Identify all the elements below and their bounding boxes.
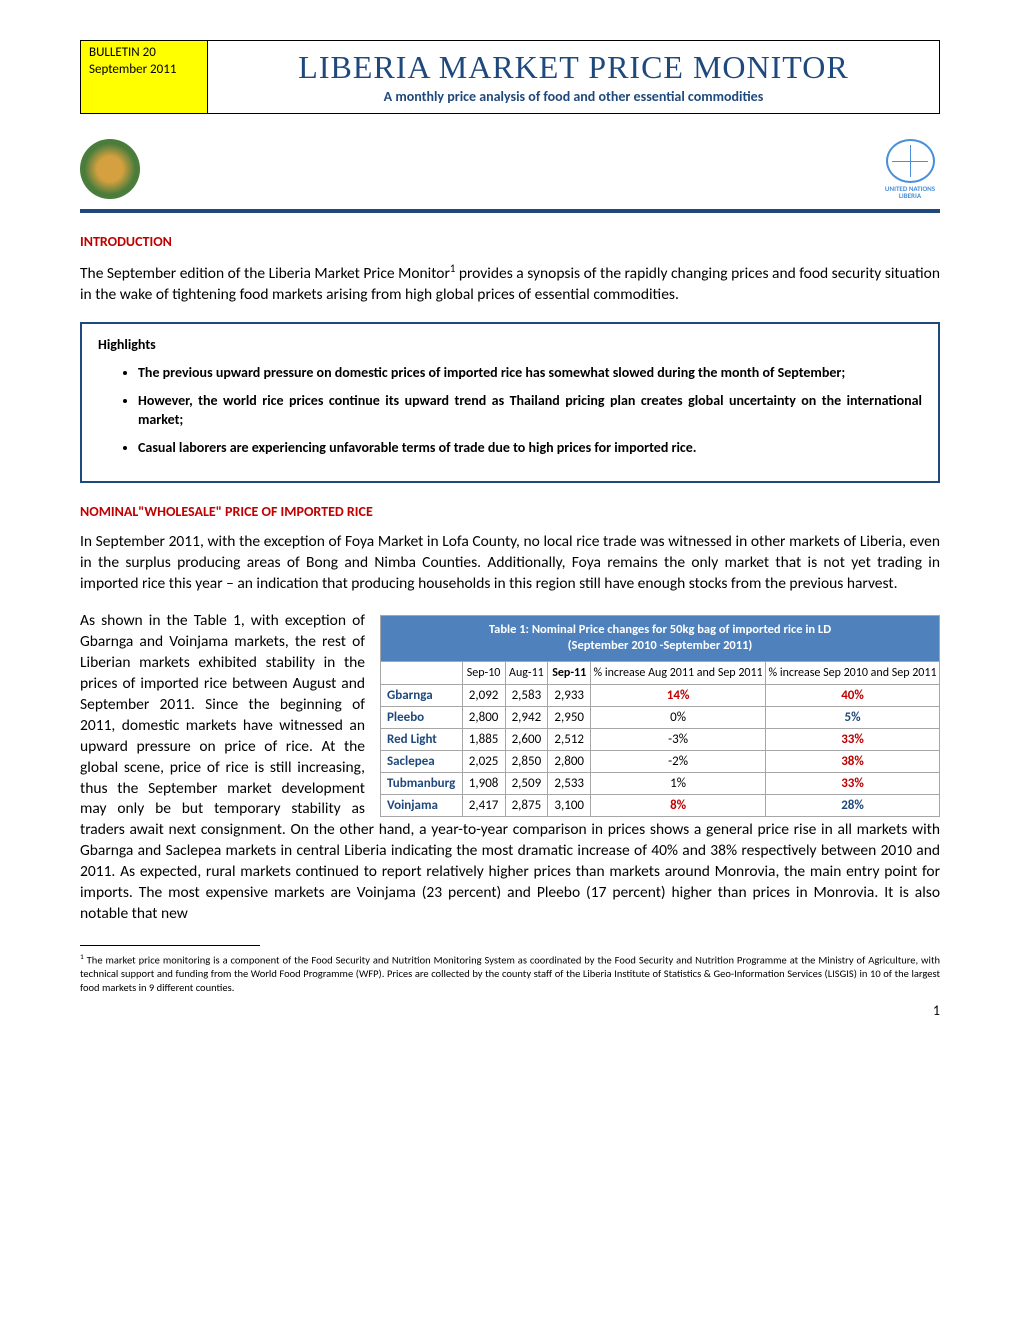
page-number: 1 bbox=[80, 1002, 940, 1019]
intro-paragraph: The September edition of the Liberia Mar… bbox=[80, 262, 940, 306]
cell-sep11: 3,100 bbox=[548, 795, 591, 817]
section2-heading: NOMINAL"WHOLESALE" PRICE OF IMPORTED RIC… bbox=[80, 503, 940, 520]
footnote-separator bbox=[80, 945, 260, 946]
price-table: Table 1: Nominal Price changes for 50kg … bbox=[380, 615, 940, 817]
cell-sep10: 1,908 bbox=[462, 773, 505, 795]
cell-pct-sep: 33% bbox=[766, 729, 940, 751]
title-box: LIBERIA MARKET PRICE MONITOR A monthly p… bbox=[208, 41, 939, 113]
cell-pct-sep: 5% bbox=[766, 707, 940, 729]
cell-sep10: 2,092 bbox=[462, 685, 505, 707]
cell-pct-sep: 28% bbox=[766, 795, 940, 817]
highlights-list: The previous upward pressure on domestic… bbox=[98, 363, 922, 457]
cell-pct-sep: 40% bbox=[766, 685, 940, 707]
table-row: Voinjama2,4172,8753,1008%28% bbox=[381, 795, 940, 817]
table-row: Tubmanburg1,9082,5092,5331%33% bbox=[381, 773, 940, 795]
market-name: Saclepea bbox=[381, 751, 463, 773]
document-page: BULLETIN 20 September 2011 LIBERIA MARKE… bbox=[0, 0, 1020, 1049]
footnote: 1 The market price monitoring is a compo… bbox=[80, 952, 940, 994]
cell-aug11: 2,600 bbox=[505, 729, 548, 751]
cell-pct-aug: 8% bbox=[591, 795, 766, 817]
market-name: Gbarnga bbox=[381, 685, 463, 707]
price-table-wrap: Table 1: Nominal Price changes for 50kg … bbox=[380, 615, 940, 817]
market-name: Red Light bbox=[381, 729, 463, 751]
cell-aug11: 2,875 bbox=[505, 795, 548, 817]
highlights-box: Highlights The previous upward pressure … bbox=[80, 322, 940, 483]
cell-sep11: 2,933 bbox=[548, 685, 591, 707]
table-row: Saclepea2,0252,8502,800-2%38% bbox=[381, 751, 940, 773]
cell-pct-aug: 0% bbox=[591, 707, 766, 729]
intro-text-before: The September edition of the Liberia Mar… bbox=[80, 264, 450, 283]
bulletin-date: September 2011 bbox=[89, 62, 199, 79]
subtitle: A monthly price analysis of food and oth… bbox=[228, 88, 919, 105]
cell-sep11: 2,512 bbox=[548, 729, 591, 751]
table-title-line2: (September 2010 -September 2011) bbox=[568, 638, 753, 653]
table-col-header: Sep-10 Aug-11 Sep-11 % increase Aug 2011… bbox=[381, 661, 940, 684]
logo-row: UNITED NATIONS LIBERIA bbox=[80, 129, 940, 213]
intro-heading: INTRODUCTION bbox=[80, 233, 940, 250]
cell-sep11: 2,800 bbox=[548, 751, 591, 773]
un-emblem-icon bbox=[886, 139, 935, 183]
col-pct-aug: % increase Aug 2011 and Sep 2011 bbox=[591, 661, 766, 684]
col-sep11: Sep-11 bbox=[548, 661, 591, 684]
cell-aug11: 2,942 bbox=[505, 707, 548, 729]
cell-sep11: 2,533 bbox=[548, 773, 591, 795]
col-pct-sep: % increase Sep 2010 and Sep 2011 bbox=[766, 661, 940, 684]
cell-pct-aug: -2% bbox=[591, 751, 766, 773]
text-table-wrap: Table 1: Nominal Price changes for 50kg … bbox=[80, 611, 940, 925]
bulletin-badge: BULLETIN 20 September 2011 bbox=[81, 41, 208, 113]
cell-sep11: 2,950 bbox=[548, 707, 591, 729]
cell-pct-aug: -3% bbox=[591, 729, 766, 751]
market-name: Pleebo bbox=[381, 707, 463, 729]
section2-para1: In September 2011, with the exception of… bbox=[80, 532, 940, 595]
cell-sep10: 2,800 bbox=[462, 707, 505, 729]
main-title: LIBERIA MARKET PRICE MONITOR bbox=[228, 49, 919, 86]
cell-aug11: 2,583 bbox=[505, 685, 548, 707]
un-liberia-logo: UNITED NATIONS LIBERIA bbox=[880, 139, 940, 199]
cell-pct-sep: 33% bbox=[766, 773, 940, 795]
cell-pct-aug: 1% bbox=[591, 773, 766, 795]
table-title: Table 1: Nominal Price changes for 50kg … bbox=[381, 616, 940, 662]
col-aug11: Aug-11 bbox=[505, 661, 548, 684]
bulletin-number: BULLETIN 20 bbox=[89, 45, 199, 62]
header-box: BULLETIN 20 September 2011 LIBERIA MARKE… bbox=[80, 40, 940, 114]
table-title-line1: Table 1: Nominal Price changes for 50kg … bbox=[489, 622, 831, 637]
cell-pct-aug: 14% bbox=[591, 685, 766, 707]
market-name: Voinjama bbox=[381, 795, 463, 817]
highlights-title: Highlights bbox=[98, 336, 922, 353]
table-row: Red Light1,8852,6002,512-3%33% bbox=[381, 729, 940, 751]
cell-aug11: 2,850 bbox=[505, 751, 548, 773]
cell-sep10: 2,025 bbox=[462, 751, 505, 773]
highlight-item: Casual laborers are experiencing unfavor… bbox=[138, 438, 922, 458]
col-sep10: Sep-10 bbox=[462, 661, 505, 684]
cell-sep10: 2,417 bbox=[462, 795, 505, 817]
cell-aug11: 2,509 bbox=[505, 773, 548, 795]
table-row: Pleebo2,8002,9422,9500%5% bbox=[381, 707, 940, 729]
highlight-item: However, the world rice prices continue … bbox=[138, 391, 922, 430]
un-text-line2: LIBERIA bbox=[899, 192, 921, 199]
table-row: Gbarnga2,0922,5832,93314%40% bbox=[381, 685, 940, 707]
col-blank bbox=[381, 661, 463, 684]
footnote-text: The market price monitoring is a compone… bbox=[80, 953, 940, 993]
market-name: Tubmanburg bbox=[381, 773, 463, 795]
cell-pct-sep: 38% bbox=[766, 751, 940, 773]
cell-sep10: 1,885 bbox=[462, 729, 505, 751]
liberia-seal-icon bbox=[80, 139, 140, 199]
highlight-item: The previous upward pressure on domestic… bbox=[138, 363, 922, 383]
table-title-row: Table 1: Nominal Price changes for 50kg … bbox=[381, 616, 940, 662]
